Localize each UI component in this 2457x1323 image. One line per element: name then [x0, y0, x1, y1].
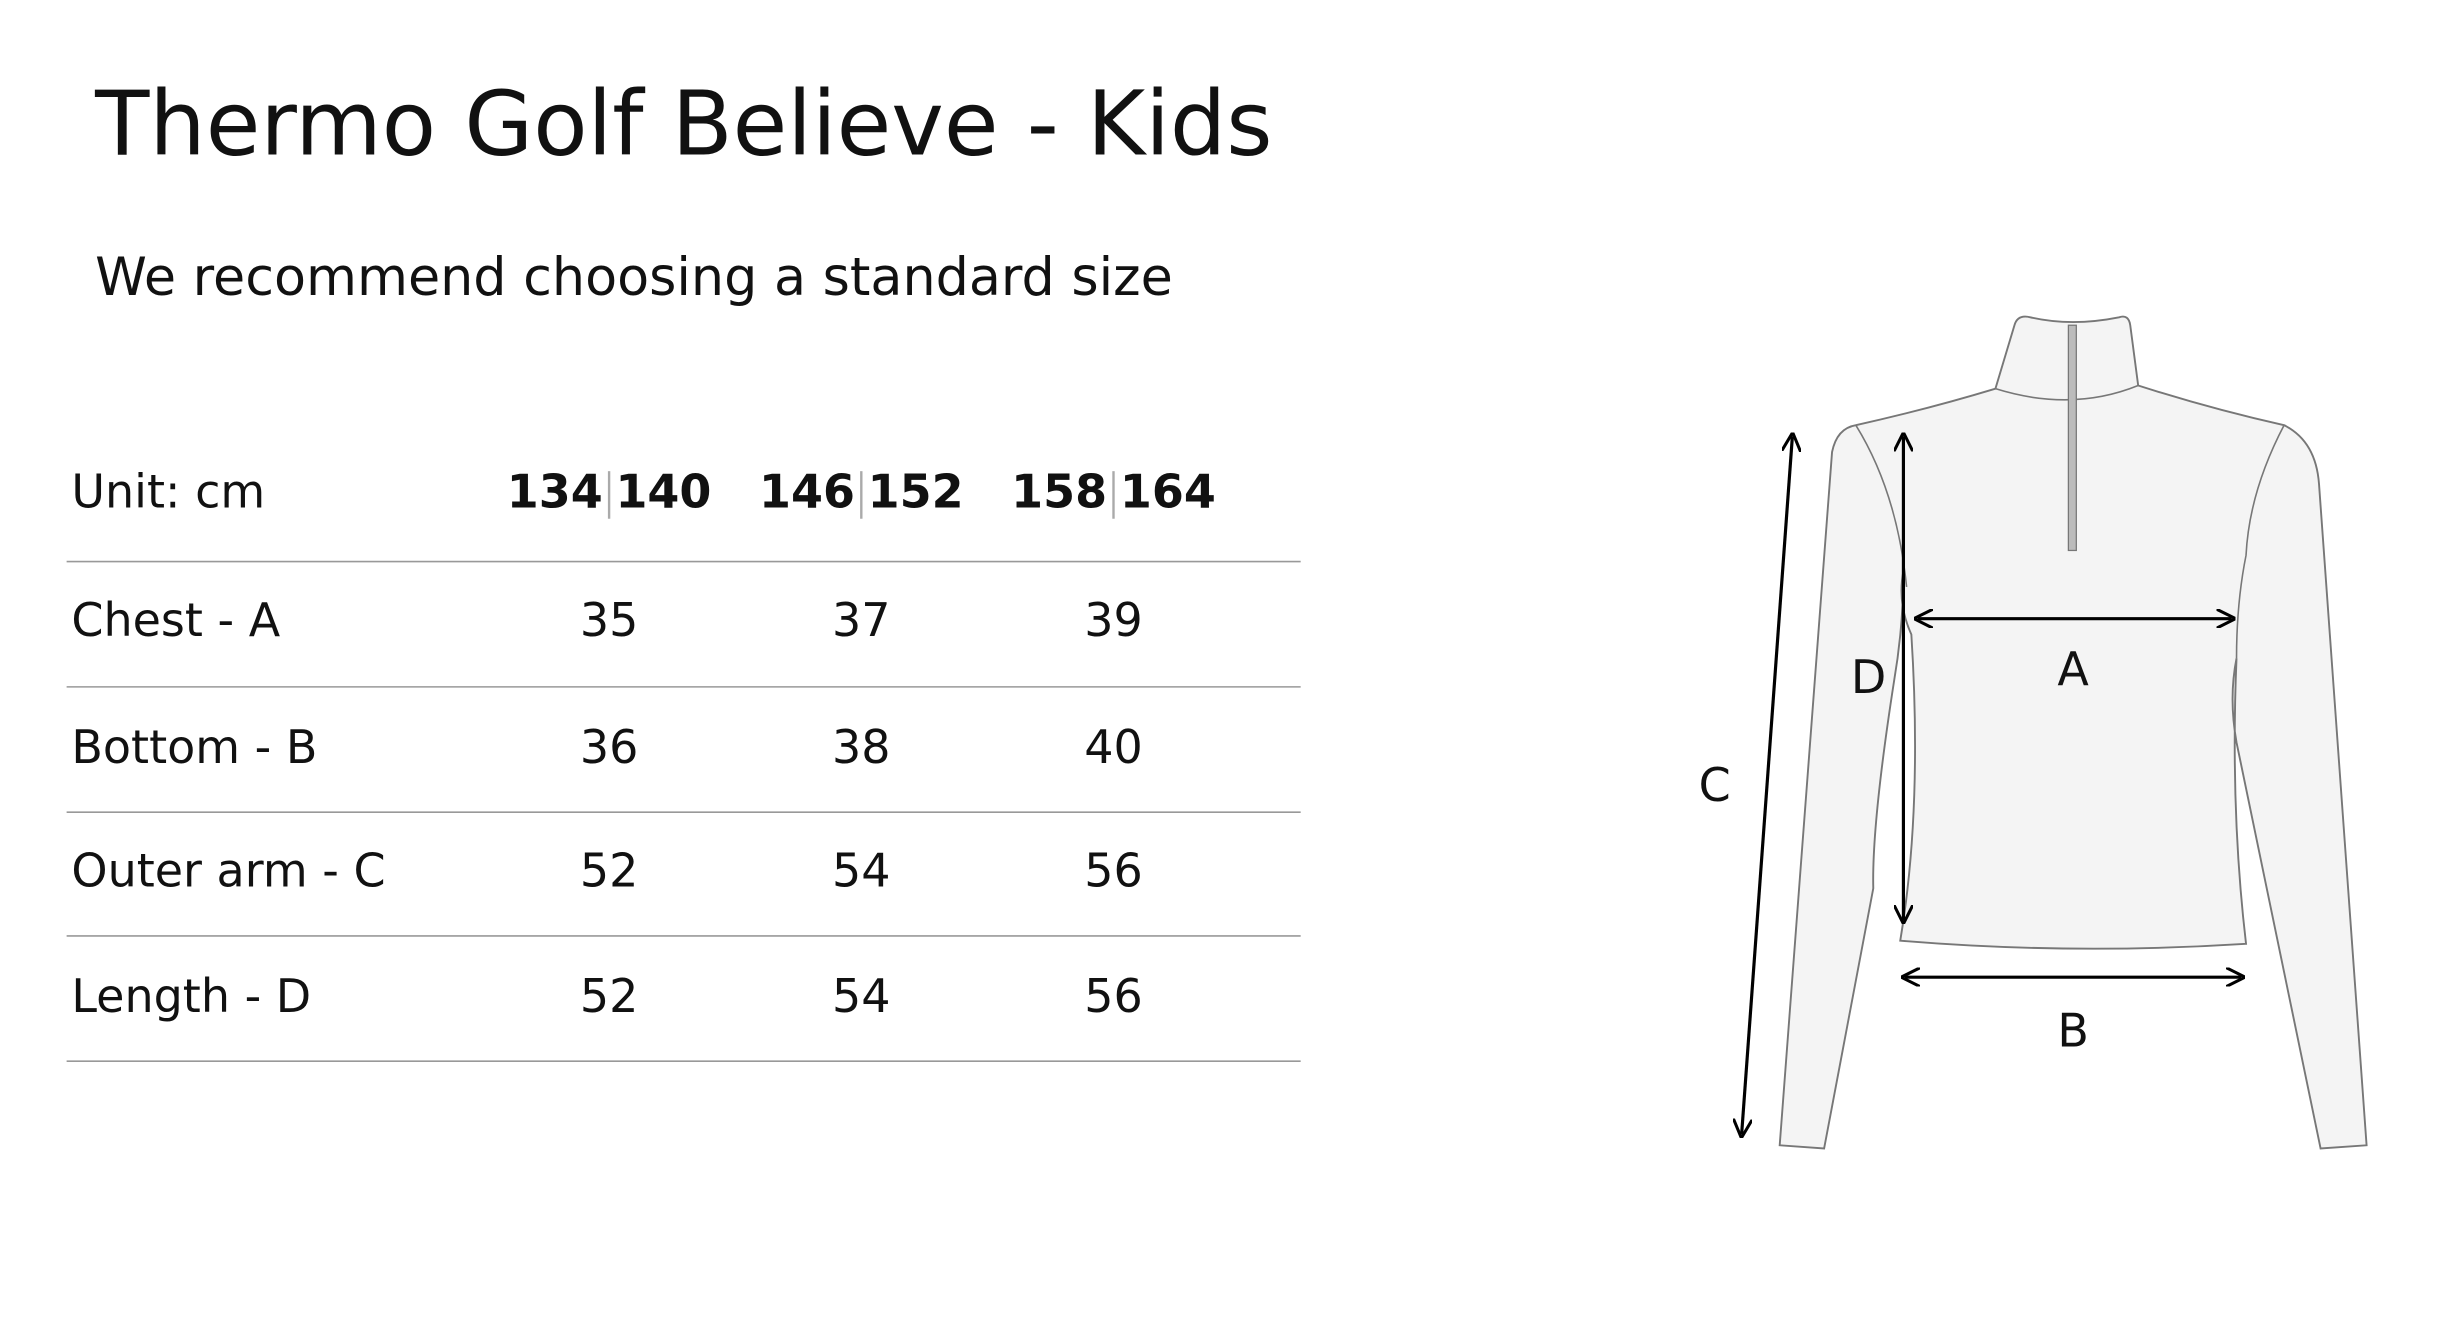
size-label: 140	[615, 464, 711, 518]
row-label: Outer arm - C	[71, 844, 385, 898]
arrow-c	[1742, 436, 1793, 1134]
diagram-label: D	[1851, 650, 1886, 704]
diagram-label: C	[1699, 758, 1731, 812]
size-label: 146	[759, 464, 855, 518]
garment-outline	[1778, 315, 2368, 1150]
cell-value: 39	[1084, 593, 1143, 647]
row-label: Chest - A	[71, 593, 280, 647]
cell-value: 54	[832, 844, 891, 898]
cell-value: 36	[580, 720, 639, 774]
cell-value: 37	[832, 593, 891, 647]
title: Thermo Golf Believe - Kids	[94, 73, 1272, 176]
cell-value: 56	[1084, 969, 1143, 1023]
zipper	[2067, 324, 2077, 552]
size-label: 158	[1011, 464, 1107, 518]
unit-label: Unit: cm	[71, 464, 265, 518]
diagram-label: A	[2057, 642, 2089, 696]
size-label: 152	[868, 464, 964, 518]
cell-value: 35	[580, 593, 639, 647]
subtitle: We recommend choosing a standard size	[95, 247, 1173, 308]
cell-value: 54	[832, 969, 891, 1023]
cell-value: 52	[580, 969, 639, 1023]
size-label: 134	[507, 464, 603, 518]
cell-value: 40	[1084, 720, 1143, 774]
cell-value: 56	[1084, 844, 1143, 898]
size-table: Unit: cm 134 140 146 152 158 164 Chest - A 35 37 3…	[66, 464, 1301, 1063]
cell-value: 52	[580, 844, 639, 898]
row-label: Bottom - B	[71, 720, 317, 774]
diagram-label: B	[2057, 1004, 2089, 1058]
row-label: Length - D	[71, 969, 311, 1023]
garment-diagram: A B C D	[1699, 315, 2368, 1150]
size-label: 164	[1120, 464, 1216, 518]
cell-value: 38	[832, 720, 891, 774]
